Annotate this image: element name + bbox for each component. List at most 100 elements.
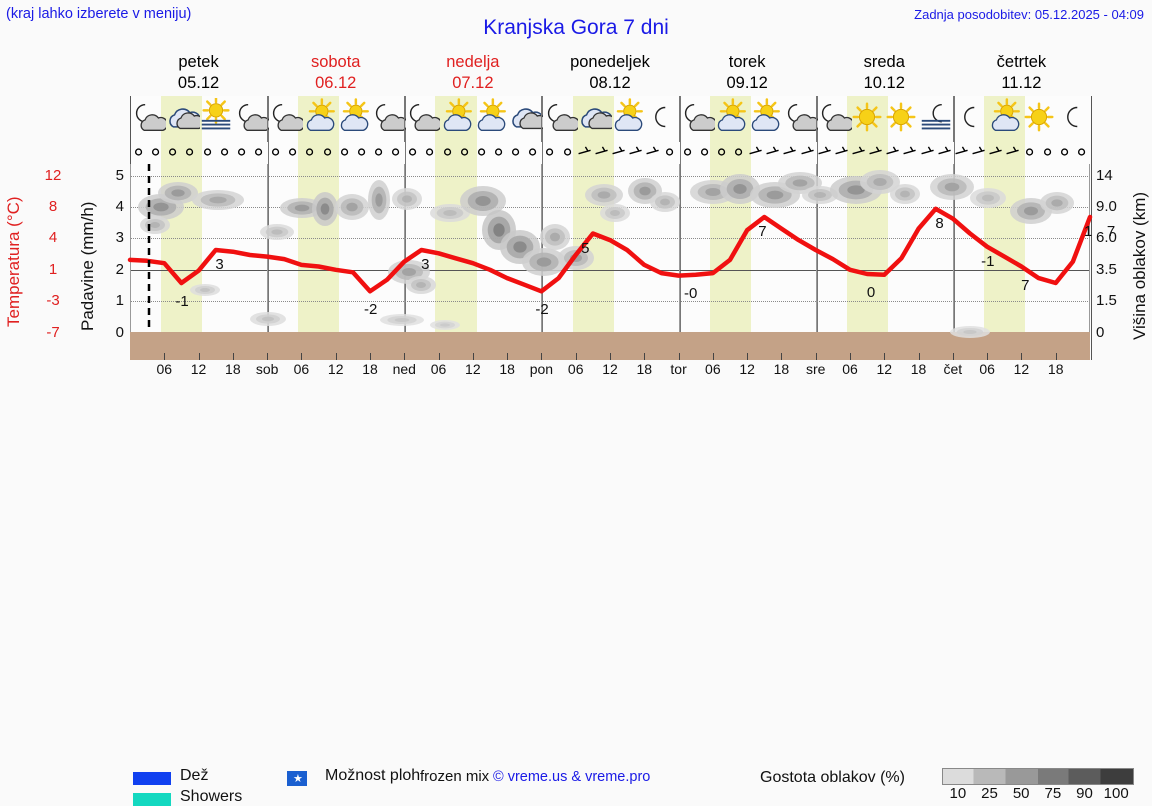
wind-barb bbox=[353, 142, 370, 164]
legend-label-frozen-mix: frozen mix bbox=[420, 768, 490, 785]
sun-cloud-icon bbox=[471, 98, 509, 140]
x-tick-mark bbox=[438, 353, 440, 360]
legend-label-chance-showers: Možnost ploh bbox=[325, 767, 421, 784]
wind-barb bbox=[593, 142, 610, 164]
gridline-horizontal bbox=[130, 269, 1090, 272]
daylight-band bbox=[298, 96, 340, 360]
cloud-density-tick: 75 bbox=[1044, 785, 1062, 802]
day-date: 11.12 bbox=[1001, 74, 1042, 92]
cloud-height-tick: 0 bbox=[1096, 323, 1105, 341]
x-tick-label: tor bbox=[670, 361, 687, 377]
moon-cloud-icon bbox=[368, 98, 409, 140]
sun-icon bbox=[882, 98, 920, 140]
temperature-value-label: 7 bbox=[1106, 223, 1116, 241]
temperature-tick: 4 bbox=[48, 229, 58, 247]
temperature-value-label: 7 bbox=[1021, 276, 1030, 294]
day-header-row: petek 05.12 sobota 06.12 nedelja 07.12 ponedel… bbox=[130, 52, 1090, 94]
wind-barb bbox=[1039, 142, 1056, 164]
gridline-vertical bbox=[1089, 164, 1090, 360]
cloud-icon bbox=[574, 98, 616, 140]
cloud-density-tick: 100 bbox=[1103, 785, 1129, 802]
day-name: nedelja bbox=[446, 53, 500, 71]
x-tick-label: 06 bbox=[842, 361, 858, 377]
wind-barb bbox=[747, 142, 764, 164]
legend-swatch-rain bbox=[133, 772, 171, 785]
wind-barb bbox=[1073, 142, 1090, 164]
x-tick-mark bbox=[815, 353, 817, 360]
day-name: četrtek bbox=[996, 53, 1047, 71]
x-tick-label: 12 bbox=[190, 361, 207, 377]
x-tick-label: čet bbox=[943, 361, 963, 377]
wind-barb bbox=[696, 142, 713, 164]
temperature-value-label: -1 bbox=[981, 252, 995, 270]
x-tick-label: 06 bbox=[430, 361, 447, 377]
x-tick-mark bbox=[747, 353, 749, 360]
copyright-link[interactable]: © vreme.us & vreme.pro bbox=[493, 769, 651, 785]
x-tick-mark bbox=[335, 353, 337, 360]
day-separator bbox=[679, 96, 681, 360]
cloud-density-legend-title: Gostota oblakov (%) bbox=[760, 769, 905, 786]
wind-barb bbox=[524, 142, 541, 164]
day-header-čet: četrtek 11.12 bbox=[953, 52, 1090, 94]
day-date: 10.12 bbox=[863, 74, 905, 92]
wind-barb bbox=[953, 142, 970, 164]
temperature-tick: -3 bbox=[46, 292, 60, 310]
precipitation-tick: 4 bbox=[115, 198, 124, 216]
wind-barb bbox=[867, 142, 884, 164]
sun-icon bbox=[1020, 98, 1058, 140]
cloud-density-tick: 90 bbox=[1076, 785, 1093, 802]
day-name: ponedeljek bbox=[570, 53, 650, 71]
x-tick-mark bbox=[884, 353, 886, 360]
temperature-value-label: 3 bbox=[215, 256, 224, 274]
wind-barb bbox=[421, 142, 438, 164]
day-separator bbox=[405, 96, 407, 360]
day-header-pon: ponedeljek 08.12 bbox=[541, 52, 678, 94]
location-menu-note: (kraj lahko izberete v meniju) bbox=[6, 6, 192, 22]
moon-cloud-icon bbox=[677, 98, 717, 140]
wind-barb bbox=[199, 142, 216, 164]
wind-barb bbox=[970, 142, 987, 164]
gridline-horizontal bbox=[130, 301, 1090, 303]
day-header-pet: petek 05.12 bbox=[130, 52, 267, 94]
icon-day-separator bbox=[404, 96, 406, 142]
day-name: sobota bbox=[310, 53, 361, 71]
wind-barb bbox=[439, 142, 456, 164]
x-tick-mark bbox=[541, 353, 543, 360]
x-tick-label: 18 bbox=[773, 361, 790, 377]
temperature-value-label: -2 bbox=[535, 301, 549, 319]
day-date: 07.12 bbox=[452, 74, 494, 92]
x-tick-label: 12 bbox=[465, 361, 481, 377]
wind-barb bbox=[936, 142, 953, 164]
wind-barb bbox=[387, 142, 404, 164]
gridline-vertical bbox=[267, 164, 269, 360]
precipitation-tick: 3 bbox=[115, 229, 124, 247]
sun-cloud-icon bbox=[437, 98, 475, 140]
x-tick-mark bbox=[850, 353, 851, 360]
wind-barb bbox=[216, 142, 233, 164]
wind-barb bbox=[644, 142, 661, 164]
day-separator bbox=[816, 96, 818, 360]
cloud-density-tick: 50 bbox=[1012, 785, 1030, 802]
wind-barb bbox=[679, 142, 696, 164]
moon-haze-icon bbox=[917, 98, 955, 140]
wind-barb bbox=[147, 142, 164, 164]
x-tick-label: 12 bbox=[1013, 361, 1030, 377]
wind-barb bbox=[473, 142, 490, 164]
x-tick-label: 18 bbox=[225, 361, 241, 377]
temperature-curve bbox=[127, 164, 1093, 332]
wind-barb bbox=[764, 142, 781, 164]
x-tick-mark bbox=[781, 353, 783, 360]
cloud-density-tick: 10 bbox=[949, 785, 967, 802]
moon-icon bbox=[1054, 98, 1092, 140]
moon-cloud-icon bbox=[540, 98, 580, 140]
gridline-horizontal bbox=[130, 175, 1090, 178]
x-tick-mark bbox=[507, 353, 509, 360]
day-header-ned: nedelja 07.12 bbox=[404, 52, 541, 94]
wind-barb bbox=[181, 142, 198, 164]
temperature-tick: 1 bbox=[48, 260, 58, 278]
wind-barb bbox=[559, 142, 576, 164]
sun-haze-icon bbox=[197, 96, 235, 140]
cloud-density-tick: 25 bbox=[981, 785, 998, 802]
cloud-icon bbox=[505, 98, 548, 140]
wind-barb bbox=[336, 142, 353, 164]
